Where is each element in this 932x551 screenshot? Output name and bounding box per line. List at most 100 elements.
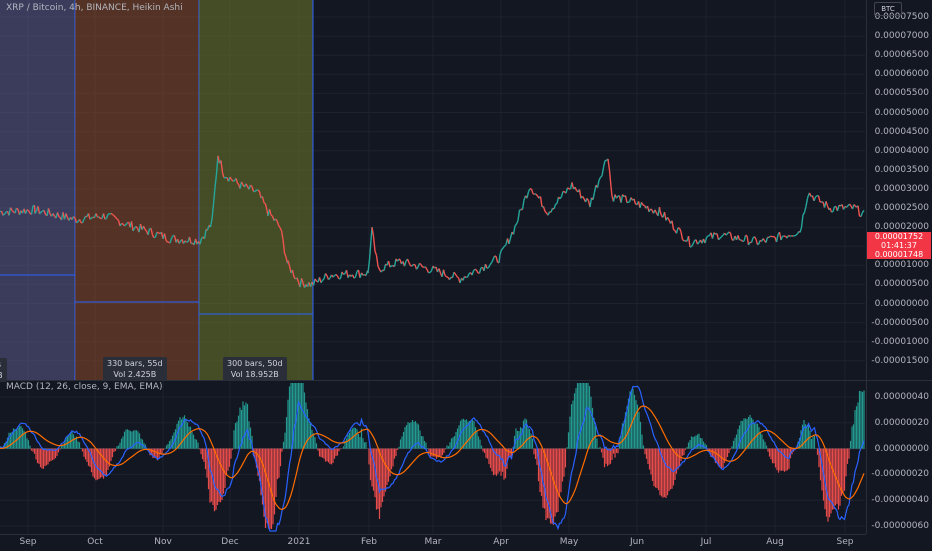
price-candle (472, 271, 474, 275)
price-candle (551, 208, 553, 212)
price-tick-label: 0.00000000 (875, 299, 929, 309)
price-candle (838, 205, 840, 211)
price-candle (863, 210, 865, 212)
macd-tick-label: 0.00000020 (875, 418, 929, 428)
time-label: Dec (221, 537, 238, 547)
price-candle (572, 182, 574, 189)
price-candle (781, 236, 783, 240)
last-price-tag: 0.00001752 (867, 232, 931, 241)
price-candle (752, 238, 754, 243)
price-candle (617, 196, 619, 198)
price-candle (660, 211, 662, 216)
price-candle (490, 263, 492, 265)
price-candle (677, 228, 679, 233)
price-tick-label: 0.00002500 (875, 203, 929, 213)
price-candle (832, 212, 834, 213)
price-candle (689, 236, 691, 247)
price-candle (377, 255, 379, 266)
range-volume-label: Vol 18.952B (227, 369, 283, 380)
price-candle (833, 207, 835, 212)
price-candle (548, 212, 550, 215)
price-candle (731, 233, 733, 240)
price-candle (806, 198, 808, 206)
bar-countdown: 01:41:37 (867, 241, 931, 250)
price-candle (717, 234, 719, 240)
price-candle (390, 266, 392, 267)
price-candle (681, 232, 683, 240)
price-tick-label: 0.00004500 (875, 127, 929, 137)
price-candle (125, 225, 127, 226)
price-candle (536, 194, 538, 196)
price-candle (502, 248, 504, 250)
price-tick-label: 0.00003500 (875, 165, 929, 175)
price-tick-label: -0.00001500 (871, 356, 929, 366)
price-candle (430, 271, 432, 273)
price-candle (634, 199, 636, 204)
price-candle (381, 270, 383, 272)
macd-canvas[interactable] (0, 381, 865, 534)
symbol-legend[interactable]: XRP / Bitcoin, 4h, BINANCE, Heikin Ashi (6, 3, 183, 13)
price-candle (420, 263, 422, 264)
price-candle (354, 277, 356, 278)
price-candle (655, 210, 657, 213)
macd-pane[interactable] (0, 381, 865, 534)
time-label: Jul (701, 537, 712, 547)
time-label: Feb (361, 537, 377, 547)
price-candle (747, 236, 749, 245)
price-candle (583, 196, 585, 198)
price-candle (722, 235, 724, 236)
macd-legend[interactable]: MACD (12, 26, close, 9, EMA, EMA) (6, 382, 163, 392)
price-candle (651, 209, 653, 210)
price-candle (77, 222, 79, 223)
macd-tick-label: 0.00000000 (875, 444, 929, 454)
date-range-highlight (75, 0, 199, 380)
price-candle (475, 269, 477, 270)
macd-tick-label: -0.00000020 (871, 469, 929, 479)
price-candle (847, 206, 849, 208)
price-candle (505, 245, 507, 246)
price-candle (575, 187, 577, 190)
price-candle (515, 224, 517, 226)
macd-tick-label: -0.00000040 (871, 495, 929, 505)
price-candle (707, 236, 709, 238)
currency-badge[interactable]: BTC (874, 2, 902, 16)
price-tick-label: 0.00006000 (875, 69, 929, 79)
time-label: Sep (837, 537, 854, 547)
price-candle (408, 259, 410, 263)
price-tick-label: 0.00001000 (875, 260, 929, 270)
price-candle (668, 217, 670, 219)
macd-axis[interactable]: 0.00000040 0.00000020 0.00000000 -0.0000002… (866, 381, 932, 534)
time-label: May (560, 537, 579, 547)
price-candle (517, 221, 519, 225)
price-candle (800, 228, 802, 233)
price-candle (154, 237, 156, 238)
price-candle (595, 185, 597, 192)
price-candle (541, 196, 543, 206)
price-candle (611, 187, 612, 196)
price-candle (374, 236, 376, 251)
price-candle (808, 197, 809, 199)
price-candle (568, 188, 570, 189)
price-candle (830, 208, 832, 212)
time-label: Mar (425, 537, 442, 547)
price-candle (769, 236, 771, 237)
price-candle (527, 192, 529, 198)
price-candle (601, 176, 603, 177)
price-candle (398, 259, 400, 261)
price-chart-canvas[interactable] (0, 0, 865, 380)
price-candle (826, 201, 828, 206)
price-candle (187, 242, 189, 243)
price-candle (544, 207, 546, 212)
price-candle (557, 197, 559, 203)
price-candle (426, 267, 428, 270)
price-candle (777, 234, 779, 242)
price-candle (604, 161, 606, 168)
macd-tick-label: 0.00000040 (875, 392, 929, 402)
range-bars-label: 330 bars, 55d (107, 358, 163, 369)
price-candle (803, 213, 805, 215)
price-candle (741, 240, 743, 242)
price-candle (496, 256, 498, 262)
